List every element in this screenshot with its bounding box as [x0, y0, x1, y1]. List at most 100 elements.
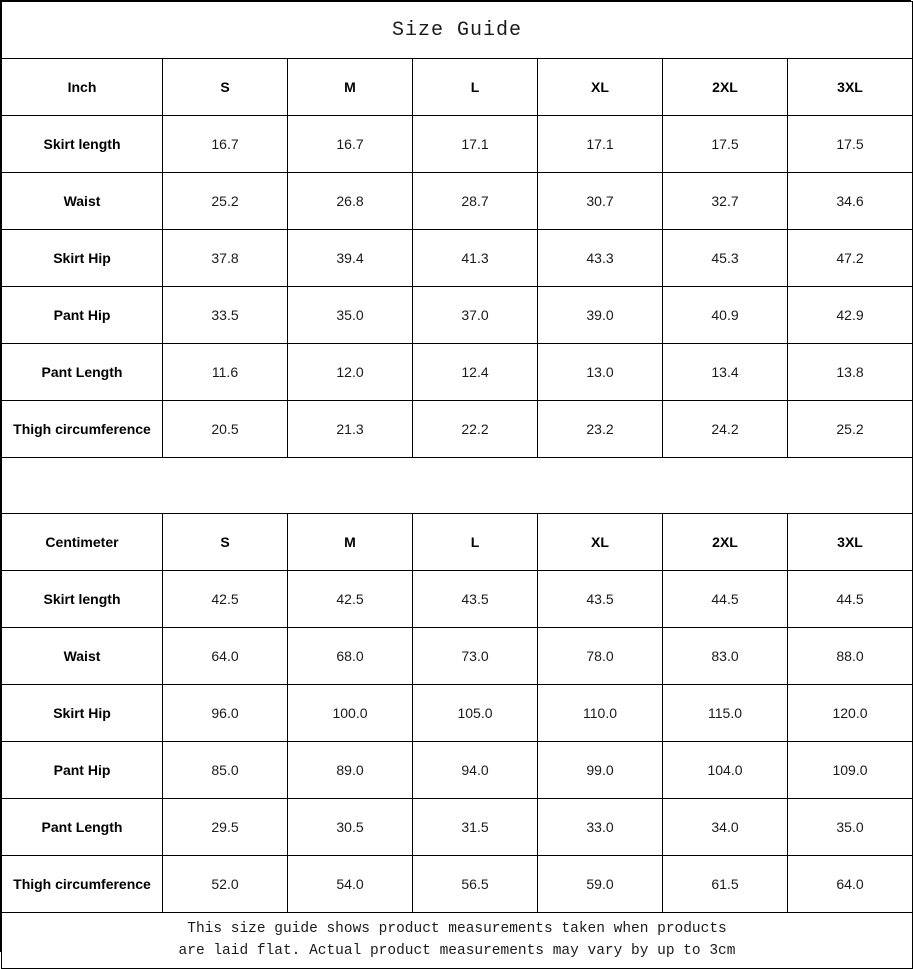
cm-column-header-s: S [162, 513, 288, 571]
cell-cm-pant-length-xl: 33.0 [537, 798, 663, 856]
cell-cm-pant-length-l: 31.5 [412, 798, 538, 856]
cell-inch-skirt-hip-3xl: 47.2 [787, 229, 913, 287]
row-label-pant-hip: Pant Hip [1, 286, 163, 344]
cell-inch-skirt-hip-s: 37.8 [162, 229, 288, 287]
cell-cm-pant-length-m: 30.5 [287, 798, 413, 856]
cell-cm-skirt-length-3xl: 44.5 [787, 570, 913, 628]
cell-cm-pant-length-3xl: 35.0 [787, 798, 913, 856]
table-row: Waist 25.2 26.8 28.7 30.7 32.7 34.6 [1, 172, 913, 230]
table-row: Skirt Hip 96.0 100.0 105.0 110.0 115.0 1… [1, 684, 913, 742]
page-title: Size Guide [391, 18, 523, 42]
cell-cm-thigh-circumference-s: 52.0 [162, 855, 288, 913]
table-row: Thigh circumference 52.0 54.0 56.5 59.0 … [1, 855, 913, 913]
table-row: Skirt Hip 37.8 39.4 41.3 43.3 45.3 47.2 [1, 229, 913, 287]
centimeter-header-row: Centimeter S M L XL 2XL 3XL [1, 513, 913, 571]
cell-cm-skirt-hip-2xl: 115.0 [662, 684, 788, 742]
cell-inch-skirt-hip-m: 39.4 [287, 229, 413, 287]
row-label-waist: Waist [1, 627, 163, 685]
cell-cm-thigh-circumference-3xl: 64.0 [787, 855, 913, 913]
cell-inch-thigh-circumference-xl: 23.2 [537, 400, 663, 458]
footer-note-line-2: are laid flat. Actual product measuremen… [178, 942, 736, 959]
cell-cm-skirt-hip-s: 96.0 [162, 684, 288, 742]
cell-cm-waist-2xl: 83.0 [662, 627, 788, 685]
cell-cm-skirt-length-xl: 43.5 [537, 570, 663, 628]
cell-cm-skirt-hip-3xl: 120.0 [787, 684, 913, 742]
cell-inch-pant-length-2xl: 13.4 [662, 343, 788, 401]
cell-inch-waist-l: 28.7 [412, 172, 538, 230]
row-label-pant-length: Pant Length [1, 798, 163, 856]
cell-cm-pant-hip-3xl: 109.0 [787, 741, 913, 799]
table-row: Pant Length 29.5 30.5 31.5 33.0 34.0 35.… [1, 798, 913, 856]
cell-cm-thigh-circumference-l: 56.5 [412, 855, 538, 913]
cell-inch-skirt-length-m: 16.7 [287, 115, 413, 173]
cell-inch-pant-hip-s: 33.5 [162, 286, 288, 344]
row-label-skirt-length: Skirt length [1, 115, 163, 173]
cell-inch-skirt-length-xl: 17.1 [537, 115, 663, 173]
inch-column-header-s: S [162, 58, 288, 116]
cell-inch-waist-xl: 30.7 [537, 172, 663, 230]
cell-inch-skirt-length-l: 17.1 [412, 115, 538, 173]
cell-inch-skirt-length-3xl: 17.5 [787, 115, 913, 173]
cell-inch-thigh-circumference-m: 21.3 [287, 400, 413, 458]
cell-cm-skirt-length-s: 42.5 [162, 570, 288, 628]
centimeter-unit-label: Centimeter [1, 513, 163, 571]
cell-inch-pant-length-s: 11.6 [162, 343, 288, 401]
table-spacer-cell [1, 457, 913, 514]
cell-inch-skirt-length-2xl: 17.5 [662, 115, 788, 173]
cell-inch-pant-length-xl: 13.0 [537, 343, 663, 401]
table-row: Waist 64.0 68.0 73.0 78.0 83.0 88.0 [1, 627, 913, 685]
inch-column-header-m: M [287, 58, 413, 116]
cell-cm-waist-s: 64.0 [162, 627, 288, 685]
row-label-skirt-hip: Skirt Hip [1, 229, 163, 287]
cell-inch-pant-hip-3xl: 42.9 [787, 286, 913, 344]
table-row: Pant Hip 33.5 35.0 37.0 39.0 40.9 42.9 [1, 286, 913, 344]
table-spacer-row [1, 457, 913, 514]
cell-cm-waist-3xl: 88.0 [787, 627, 913, 685]
inch-header-row: Inch S M L XL 2XL 3XL [1, 58, 913, 116]
cell-inch-pant-length-l: 12.4 [412, 343, 538, 401]
cell-inch-pant-hip-l: 37.0 [412, 286, 538, 344]
cell-inch-pant-length-m: 12.0 [287, 343, 413, 401]
cell-cm-pant-hip-2xl: 104.0 [662, 741, 788, 799]
cell-inch-thigh-circumference-3xl: 25.2 [787, 400, 913, 458]
title-row: Size Guide [1, 1, 913, 59]
row-label-skirt-length: Skirt length [1, 570, 163, 628]
title-cell: Size Guide [1, 1, 913, 59]
inch-column-header-xl: XL [537, 58, 663, 116]
cell-cm-thigh-circumference-m: 54.0 [287, 855, 413, 913]
table-row: Skirt length 42.5 42.5 43.5 43.5 44.5 44… [1, 570, 913, 628]
row-label-waist: Waist [1, 172, 163, 230]
row-label-skirt-hip: Skirt Hip [1, 684, 163, 742]
cell-cm-pant-hip-m: 89.0 [287, 741, 413, 799]
cell-inch-skirt-hip-l: 41.3 [412, 229, 538, 287]
footer-note-row: This size guide shows product measuremen… [1, 912, 913, 969]
cell-inch-thigh-circumference-2xl: 24.2 [662, 400, 788, 458]
cell-cm-skirt-length-2xl: 44.5 [662, 570, 788, 628]
cell-cm-skirt-length-l: 43.5 [412, 570, 538, 628]
footer-note-cell: This size guide shows product measuremen… [1, 912, 913, 969]
row-label-thigh-circumference: Thigh circumference [1, 400, 163, 458]
cell-inch-pant-hip-2xl: 40.9 [662, 286, 788, 344]
cell-cm-pant-hip-s: 85.0 [162, 741, 288, 799]
cell-inch-waist-s: 25.2 [162, 172, 288, 230]
cell-cm-pant-length-s: 29.5 [162, 798, 288, 856]
table-row: Pant Hip 85.0 89.0 94.0 99.0 104.0 109.0 [1, 741, 913, 799]
cm-column-header-m: M [287, 513, 413, 571]
inch-unit-label: Inch [1, 58, 163, 116]
inch-column-header-2xl: 2XL [662, 58, 788, 116]
cell-cm-thigh-circumference-xl: 59.0 [537, 855, 663, 913]
cell-inch-thigh-circumference-s: 20.5 [162, 400, 288, 458]
cell-cm-skirt-hip-m: 100.0 [287, 684, 413, 742]
table-row: Pant Length 11.6 12.0 12.4 13.0 13.4 13.… [1, 343, 913, 401]
cell-inch-skirt-hip-xl: 43.3 [537, 229, 663, 287]
cell-inch-skirt-hip-2xl: 45.3 [662, 229, 788, 287]
cell-cm-skirt-hip-xl: 110.0 [537, 684, 663, 742]
footer-note-line-1: This size guide shows product measuremen… [187, 921, 727, 938]
footer-note: This size guide shows product measuremen… [2, 919, 912, 961]
cell-cm-pant-length-2xl: 34.0 [662, 798, 788, 856]
table-row: Skirt length 16.7 16.7 17.1 17.1 17.5 17… [1, 115, 913, 173]
cell-cm-thigh-circumference-2xl: 61.5 [662, 855, 788, 913]
cell-cm-pant-hip-xl: 99.0 [537, 741, 663, 799]
